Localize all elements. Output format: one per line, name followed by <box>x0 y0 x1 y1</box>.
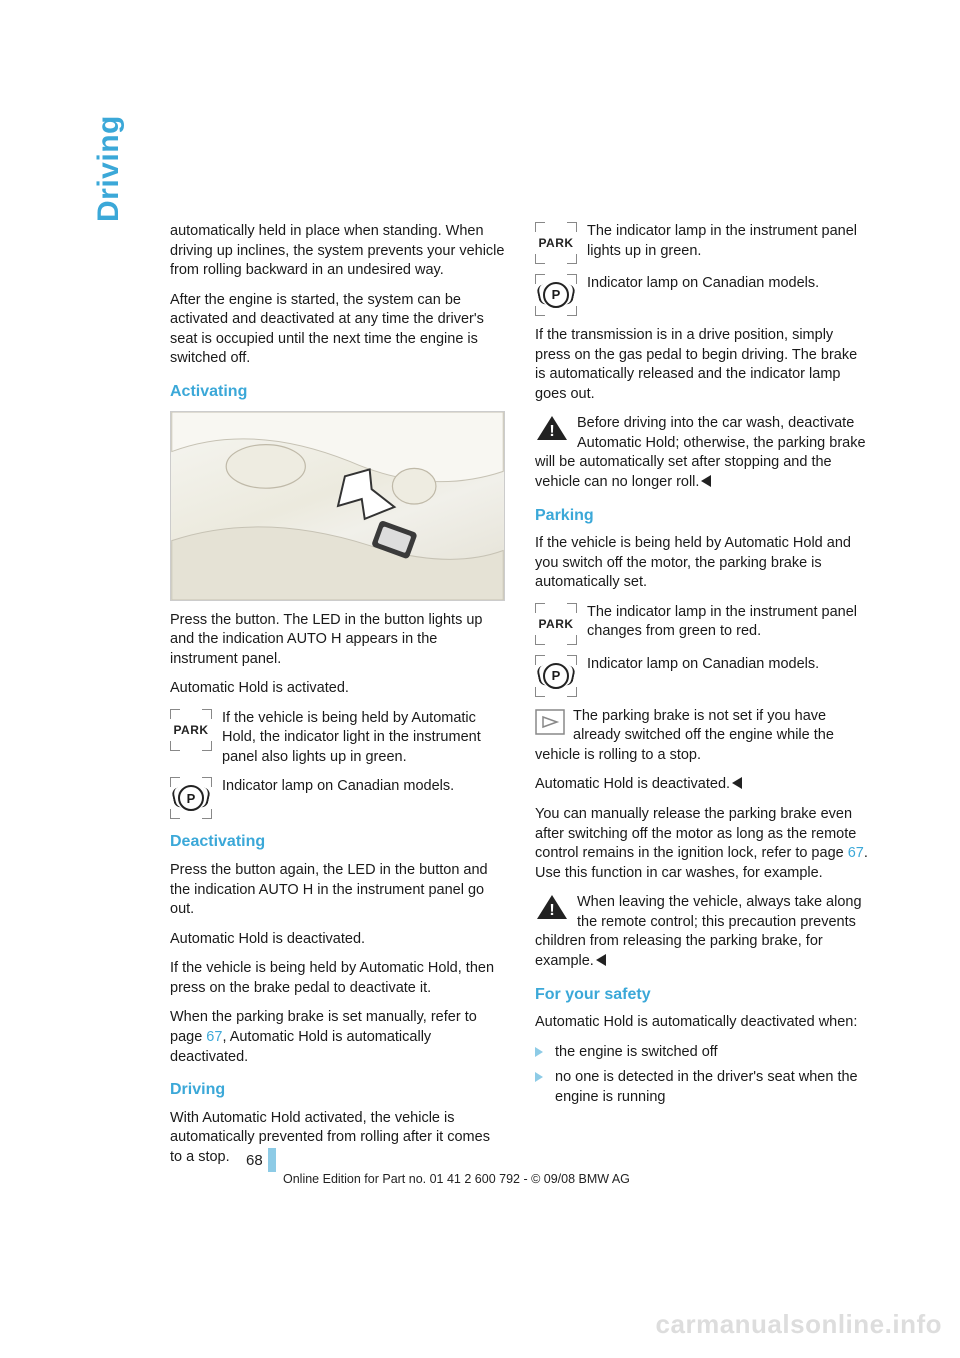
end-marker-icon <box>596 954 606 966</box>
warning-icon: ! <box>535 414 569 442</box>
park-indicator-row: PARK The indicator lamp in the instrumen… <box>535 603 870 645</box>
end-marker-icon <box>701 475 711 487</box>
icon-text: Indicator lamp on Canadian models. <box>587 655 870 675</box>
icon-text: Indicator lamp on Canadian models. <box>587 274 870 294</box>
right-column: PARK The indicator lamp in the instrumen… <box>535 222 870 1177</box>
bullet-icon <box>535 1047 545 1057</box>
content-columns: automatically held in place when standin… <box>170 222 870 1177</box>
body-text: Press the button. The LED in the button … <box>170 611 505 670</box>
left-column: automatically held in place when standin… <box>170 222 505 1177</box>
body-text: After the engine is started, the system … <box>170 291 505 369</box>
icon-text: The indicator lamp in the instrument pan… <box>587 603 870 642</box>
heading-activating: Activating <box>170 381 505 403</box>
watermark: carmanualsonline.info <box>656 1309 942 1340</box>
canadian-indicator-row: P Indicator lamp on Canadian models. <box>535 655 870 697</box>
list-item: the engine is switched off <box>535 1043 870 1063</box>
warning-icon: ! <box>535 893 569 921</box>
page-number: 68 <box>246 1152 263 1169</box>
canadian-indicator-row: P Indicator lamp on Canadian models. <box>535 274 870 316</box>
park-icon: PARK <box>170 709 212 751</box>
info-note: The parking brake is not set if you have… <box>535 707 870 766</box>
heading-safety: For your safety <box>535 984 870 1006</box>
circle-p-icon: P <box>170 777 212 819</box>
park-indicator-row: PARK If the vehicle is being held by Aut… <box>170 709 505 768</box>
body-text: Automatic Hold is activated. <box>170 679 505 699</box>
icon-text: If the vehicle is being held by Automati… <box>222 709 505 768</box>
body-text: If the transmission is in a drive positi… <box>535 326 870 404</box>
body-text: When the parking brake is set manually, … <box>170 1008 505 1067</box>
body-text: With Automatic Hold activated, the vehic… <box>170 1109 505 1168</box>
park-icon: PARK <box>535 603 577 645</box>
circle-p-icon: P <box>535 655 577 697</box>
body-text: You can manually release the parking bra… <box>535 805 870 883</box>
body-text: If the vehicle is being held by Automati… <box>170 959 505 998</box>
heading-parking: Parking <box>535 505 870 527</box>
warning-note: ! When leaving the vehicle, always take … <box>535 893 870 971</box>
section-tab: Driving <box>92 115 126 222</box>
page-link[interactable]: 67 <box>206 1029 222 1045</box>
heading-deactivating: Deactivating <box>170 831 505 853</box>
canadian-indicator-row: P Indicator lamp on Canadian models. <box>170 777 505 819</box>
park-icon: PARK <box>535 222 577 264</box>
icon-text: The indicator lamp in the instrument pan… <box>587 222 870 261</box>
bullet-icon <box>535 1072 545 1082</box>
body-text: automatically held in place when standin… <box>170 222 505 281</box>
warning-note: ! Before driving into the car wash, deac… <box>535 414 870 492</box>
list-item: no one is detected in the driver's seat … <box>535 1068 870 1107</box>
body-text: If the vehicle is being held by Automati… <box>535 534 870 593</box>
body-text: Automatic Hold is automatically deactiva… <box>535 1013 870 1033</box>
bullet-text: no one is detected in the driver's seat … <box>555 1068 870 1107</box>
bullet-text: the engine is switched off <box>555 1043 718 1063</box>
end-marker-icon <box>732 777 742 789</box>
svg-text:!: ! <box>549 423 554 440</box>
manual-page: Driving automatically held in place when… <box>0 0 960 1358</box>
circle-p-icon: P <box>535 274 577 316</box>
footer-text: Online Edition for Part no. 01 41 2 600 … <box>283 1172 630 1186</box>
body-text: Automatic Hold is deactivated. <box>170 930 505 950</box>
svg-text:!: ! <box>549 902 554 919</box>
park-indicator-row: PARK The indicator lamp in the instrumen… <box>535 222 870 264</box>
body-text: Automatic Hold is deactivated. <box>535 775 870 795</box>
page-link[interactable]: 67 <box>848 845 864 861</box>
heading-driving: Driving <box>170 1079 505 1101</box>
note-icon <box>535 709 565 735</box>
button-figure <box>170 411 505 601</box>
page-number-bar <box>268 1148 276 1172</box>
body-text: Press the button again, the LED in the b… <box>170 861 505 920</box>
icon-text: Indicator lamp on Canadian models. <box>222 777 505 797</box>
